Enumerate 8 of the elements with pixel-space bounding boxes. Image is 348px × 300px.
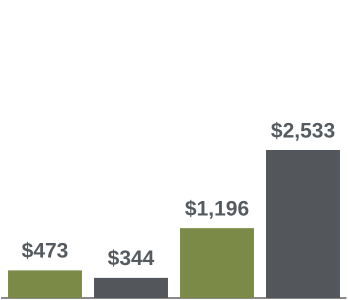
bar [180,228,254,298]
data-label: $344 [108,247,155,270]
bar [94,278,168,298]
bar [8,270,82,298]
data-label: $1,196 [184,197,250,220]
data-label: $2,533 [270,119,336,142]
data-label: $473 [22,240,68,263]
bar [266,150,340,298]
